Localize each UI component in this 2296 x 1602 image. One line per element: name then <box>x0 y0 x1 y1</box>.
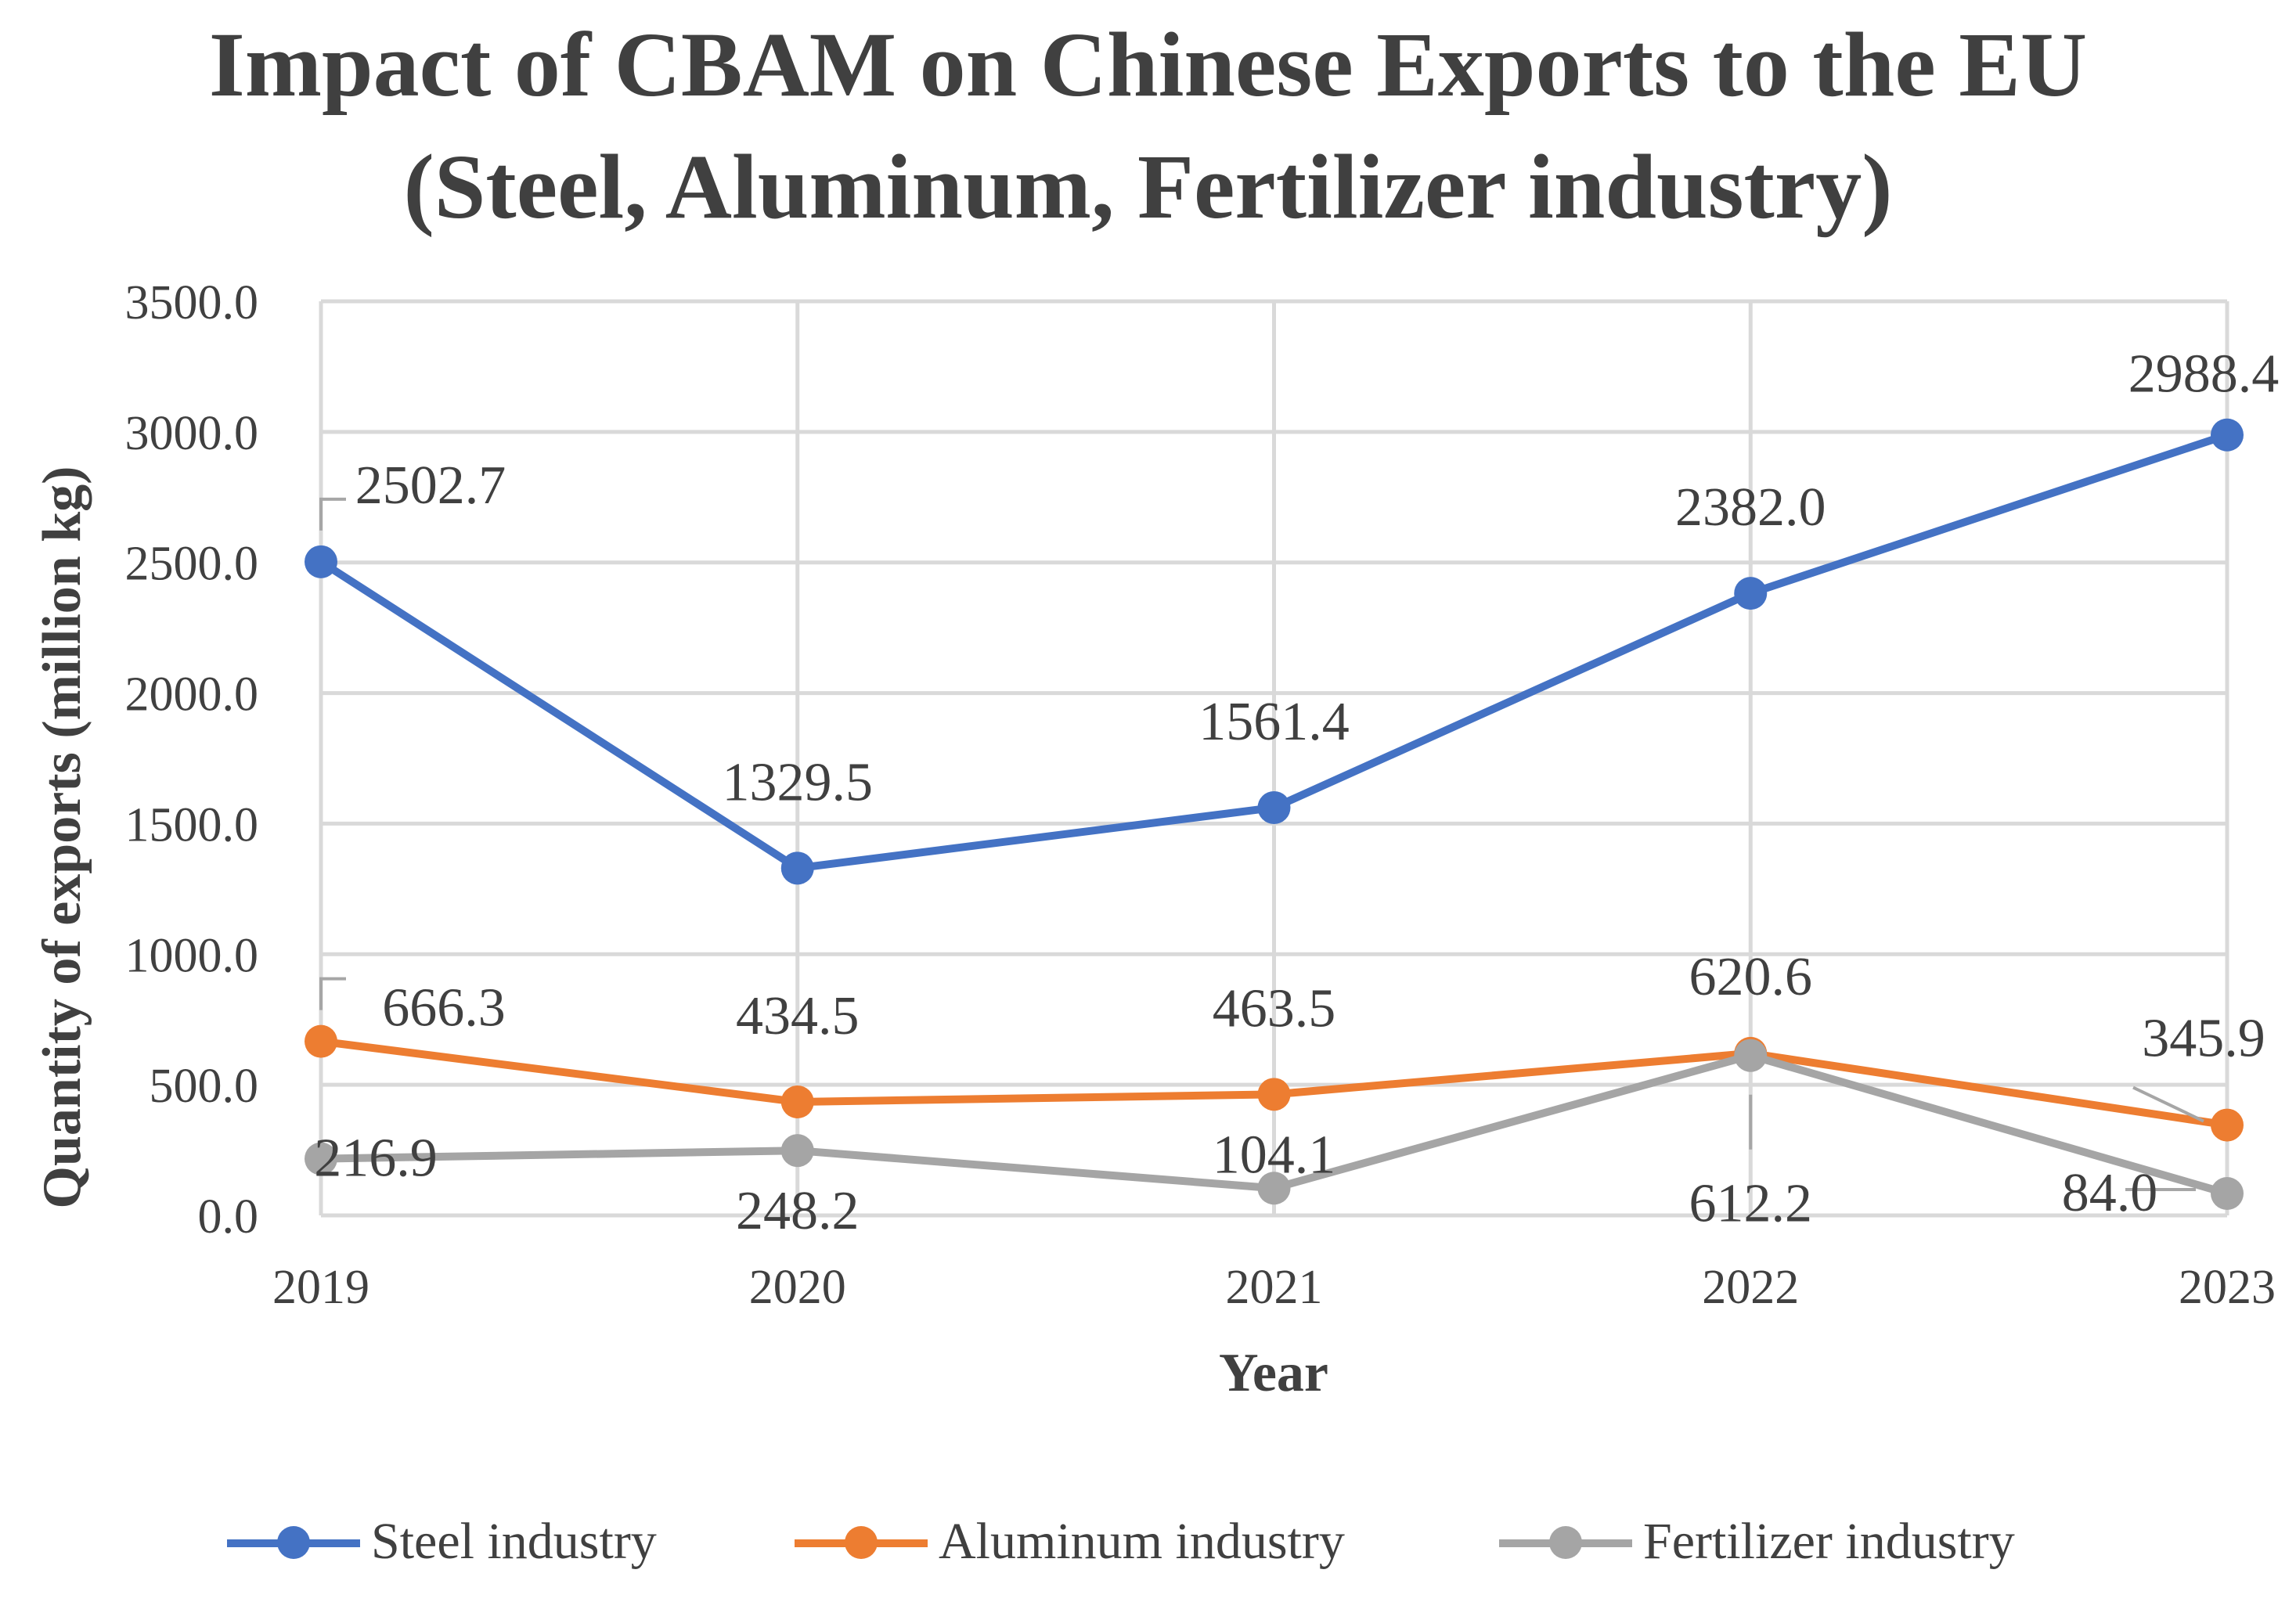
x-tick-label: 2023 <box>2179 1261 2276 1314</box>
legend-label-fertilizer: Fertilizer industry <box>1643 1513 2015 1570</box>
data-point-1-0 <box>305 1024 337 1058</box>
data-point-2-4 <box>2211 1176 2244 1210</box>
data-point-1-4 <box>2211 1108 2244 1142</box>
data-labels: 2502.7 1329.5 1561.4 2382.0 2988.4 666.3 434.5… <box>314 344 2279 1241</box>
data-label-0-2: 1561.4 <box>1198 692 1350 752</box>
data-label-1-2: 463.5 <box>1213 978 1336 1039</box>
y-tick-label: 2000.0 <box>125 668 259 722</box>
legend-swatch-steel <box>227 1518 360 1565</box>
data-point-2-2 <box>1257 1172 1291 1205</box>
data-point-2-0 <box>305 1142 337 1175</box>
y-tick-label: 0.0 <box>198 1190 259 1244</box>
legend-item-aluminum[interactable]: Aluminum industry <box>795 1513 1345 1570</box>
legend-label-steel: Steel industry <box>371 1513 657 1570</box>
chart-title-line-1: Impact of CBAM on Chinese Exports to the… <box>208 13 2088 116</box>
x-tick-label: 2022 <box>1702 1261 1799 1314</box>
label-leader-lines <box>319 497 2204 1191</box>
legend-label-aluminum: Aluminum industry <box>939 1513 1345 1570</box>
leader-line-1-0 <box>319 977 346 1010</box>
x-tick-label: 2021 <box>1226 1261 1323 1314</box>
data-label-1-4: 345.9 <box>2142 1009 2265 1069</box>
y-tick-label: 1000.0 <box>125 929 259 982</box>
x-tick-label: 2019 <box>272 1261 369 1314</box>
data-point-0-1 <box>780 851 814 885</box>
y-tick-label: 3500.0 <box>125 276 259 329</box>
data-label-1-0: 666.3 <box>382 978 506 1039</box>
data-label-2-4: 84.0 <box>2062 1163 2158 1223</box>
y-axis-label: Quantity of exports (million kg) <box>32 466 92 1209</box>
data-point-0-2 <box>1257 790 1291 824</box>
data-label-2-3: 612.2 <box>1689 1174 1813 1234</box>
leader-line-1-4 <box>2132 1085 2204 1123</box>
x-axis-label: Year <box>1219 1343 1328 1403</box>
legend-item-fertilizer[interactable]: Fertilizer industry <box>1499 1513 2015 1570</box>
legend-swatch-fertilizer <box>1499 1518 1632 1565</box>
data-label-2-0: 216.9 <box>314 1129 438 1189</box>
data-point-0-3 <box>1734 577 1768 610</box>
legend-swatch-aluminum <box>795 1518 928 1565</box>
data-point-1-2 <box>1257 1078 1291 1111</box>
data-point-2-1 <box>780 1134 814 1168</box>
data-label-0-0: 2502.7 <box>355 455 506 516</box>
y-tick-labels: 0.0 500.0 1000.0 1500.0 2000.0 2500.0 3000.0 35… <box>125 276 259 1244</box>
data-label-0-1: 1329.5 <box>723 752 874 812</box>
x-tick-labels: 2019 2020 2021 2022 2023 <box>272 1261 2276 1314</box>
data-label-1-3: 620.6 <box>1689 947 1813 1007</box>
data-point-0-4 <box>2211 418 2244 452</box>
data-label-1-1: 434.5 <box>736 986 860 1046</box>
leader-line-0-0 <box>319 497 346 531</box>
data-label-2-1: 248.2 <box>736 1181 860 1241</box>
x-tick-label: 2020 <box>749 1261 846 1314</box>
y-tick-label: 500.0 <box>150 1060 259 1113</box>
data-point-2-3 <box>1734 1039 1768 1072</box>
y-tick-label: 1500.0 <box>125 798 259 851</box>
data-label-0-4: 2988.4 <box>2128 344 2280 405</box>
y-tick-label: 2500.0 <box>125 538 259 591</box>
gridlines <box>319 299 2229 1218</box>
data-point-1-1 <box>780 1085 814 1119</box>
data-label-0-3: 2382.0 <box>1675 477 1826 538</box>
chart-title-line-2: (Steel, Aluminum, Fertilizer industry) <box>403 135 1893 238</box>
data-label-2-2: 104.1 <box>1213 1125 1336 1185</box>
series-lines <box>305 418 2244 1210</box>
legend-item-steel[interactable]: Steel industry <box>227 1513 657 1570</box>
data-point-0-0 <box>305 545 337 578</box>
y-tick-label: 3000.0 <box>125 407 259 460</box>
